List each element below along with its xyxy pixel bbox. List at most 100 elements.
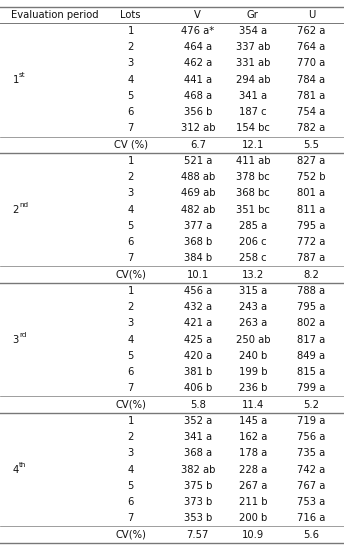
- Text: 378 bc: 378 bc: [236, 172, 270, 182]
- Text: nd: nd: [19, 202, 28, 208]
- Text: Gr: Gr: [247, 10, 259, 20]
- Text: 801 a: 801 a: [297, 188, 325, 199]
- Text: 368 bc: 368 bc: [236, 188, 270, 199]
- Text: 767 a: 767 a: [297, 481, 325, 491]
- Text: 8.2: 8.2: [303, 270, 319, 280]
- Text: 521 a: 521 a: [184, 156, 212, 166]
- Text: 406 b: 406 b: [184, 383, 212, 393]
- Text: 162 a: 162 a: [239, 432, 267, 442]
- Text: 5.5: 5.5: [303, 139, 319, 150]
- Text: 154 bc: 154 bc: [236, 124, 270, 133]
- Text: 294 ab: 294 ab: [236, 74, 270, 85]
- Text: 228 a: 228 a: [239, 464, 267, 475]
- Text: 7.57: 7.57: [186, 529, 209, 539]
- Text: 13.2: 13.2: [242, 270, 264, 280]
- Text: 5: 5: [128, 481, 134, 491]
- Text: 6: 6: [128, 237, 134, 247]
- Text: 263 a: 263 a: [239, 318, 267, 328]
- Text: 719 a: 719 a: [297, 416, 325, 426]
- Text: 476 a*: 476 a*: [181, 26, 214, 36]
- Text: 772 a: 772 a: [297, 237, 325, 247]
- Text: 3: 3: [128, 59, 134, 68]
- Text: rd: rd: [19, 332, 26, 338]
- Text: 382 ab: 382 ab: [181, 464, 215, 475]
- Text: 5.2: 5.2: [303, 399, 319, 410]
- Text: 7: 7: [128, 124, 134, 133]
- Text: 6.7: 6.7: [190, 139, 206, 150]
- Text: 441 a: 441 a: [184, 74, 212, 85]
- Text: 341 a: 341 a: [239, 91, 267, 101]
- Text: 788 a: 788 a: [297, 286, 325, 296]
- Text: 206 c: 206 c: [239, 237, 267, 247]
- Text: 354 a: 354 a: [239, 26, 267, 36]
- Text: 337 ab: 337 ab: [236, 42, 270, 52]
- Text: 200 b: 200 b: [239, 513, 267, 523]
- Text: 742 a: 742 a: [297, 464, 325, 475]
- Text: 236 b: 236 b: [239, 383, 267, 393]
- Text: CV(%): CV(%): [115, 529, 146, 539]
- Text: 468 a: 468 a: [184, 91, 212, 101]
- Text: 2: 2: [12, 205, 19, 214]
- Text: U: U: [308, 10, 315, 20]
- Text: 469 ab: 469 ab: [181, 188, 215, 199]
- Text: 4: 4: [13, 464, 19, 475]
- Text: 10.9: 10.9: [242, 529, 264, 539]
- Text: 827 a: 827 a: [297, 156, 325, 166]
- Text: th: th: [19, 462, 26, 468]
- Text: 3: 3: [13, 335, 19, 345]
- Text: 2: 2: [128, 432, 134, 442]
- Text: 5: 5: [128, 221, 134, 231]
- Text: 817 a: 817 a: [297, 335, 325, 345]
- Text: 5.8: 5.8: [190, 399, 206, 410]
- Text: CV (%): CV (%): [114, 139, 148, 150]
- Text: 3: 3: [128, 449, 134, 458]
- Text: 368 a: 368 a: [184, 449, 212, 458]
- Text: 5: 5: [128, 351, 134, 361]
- Text: 267 a: 267 a: [239, 481, 267, 491]
- Text: 488 ab: 488 ab: [181, 172, 215, 182]
- Text: 456 a: 456 a: [184, 286, 212, 296]
- Text: 187 c: 187 c: [239, 107, 267, 117]
- Text: 1: 1: [128, 286, 134, 296]
- Text: 1: 1: [128, 26, 134, 36]
- Text: 353 b: 353 b: [184, 513, 212, 523]
- Text: 795 a: 795 a: [297, 221, 325, 231]
- Text: 716 a: 716 a: [297, 513, 325, 523]
- Text: 312 ab: 312 ab: [181, 124, 215, 133]
- Text: 6: 6: [128, 367, 134, 377]
- Text: 795 a: 795 a: [297, 302, 325, 312]
- Text: 753 a: 753 a: [297, 497, 325, 507]
- Text: 4: 4: [128, 335, 134, 345]
- Text: 375 b: 375 b: [184, 481, 212, 491]
- Text: 2: 2: [128, 302, 134, 312]
- Text: 377 a: 377 a: [184, 221, 212, 231]
- Text: 421 a: 421 a: [184, 318, 212, 328]
- Text: 754 a: 754 a: [297, 107, 325, 117]
- Text: 4: 4: [128, 464, 134, 475]
- Text: 3: 3: [128, 188, 134, 199]
- Text: 315 a: 315 a: [239, 286, 267, 296]
- Text: CV(%): CV(%): [115, 399, 146, 410]
- Text: 752 b: 752 b: [297, 172, 325, 182]
- Text: 331 ab: 331 ab: [236, 59, 270, 68]
- Text: 811 a: 811 a: [297, 205, 325, 214]
- Text: 482 ab: 482 ab: [181, 205, 215, 214]
- Text: 462 a: 462 a: [184, 59, 212, 68]
- Text: 781 a: 781 a: [297, 91, 325, 101]
- Text: 6: 6: [128, 497, 134, 507]
- Text: 384 b: 384 b: [184, 253, 212, 263]
- Text: 464 a: 464 a: [184, 42, 212, 52]
- Text: 7: 7: [128, 253, 134, 263]
- Text: 352 a: 352 a: [184, 416, 212, 426]
- Text: 764 a: 764 a: [297, 42, 325, 52]
- Text: 373 b: 373 b: [184, 497, 212, 507]
- Text: 240 b: 240 b: [239, 351, 267, 361]
- Text: st: st: [19, 72, 25, 78]
- Text: 784 a: 784 a: [297, 74, 325, 85]
- Text: 7: 7: [128, 513, 134, 523]
- Text: 11.4: 11.4: [242, 399, 264, 410]
- Text: 1: 1: [12, 74, 19, 85]
- Text: Evaluation period: Evaluation period: [11, 10, 99, 20]
- Text: 5.6: 5.6: [303, 529, 319, 539]
- Text: 6: 6: [128, 107, 134, 117]
